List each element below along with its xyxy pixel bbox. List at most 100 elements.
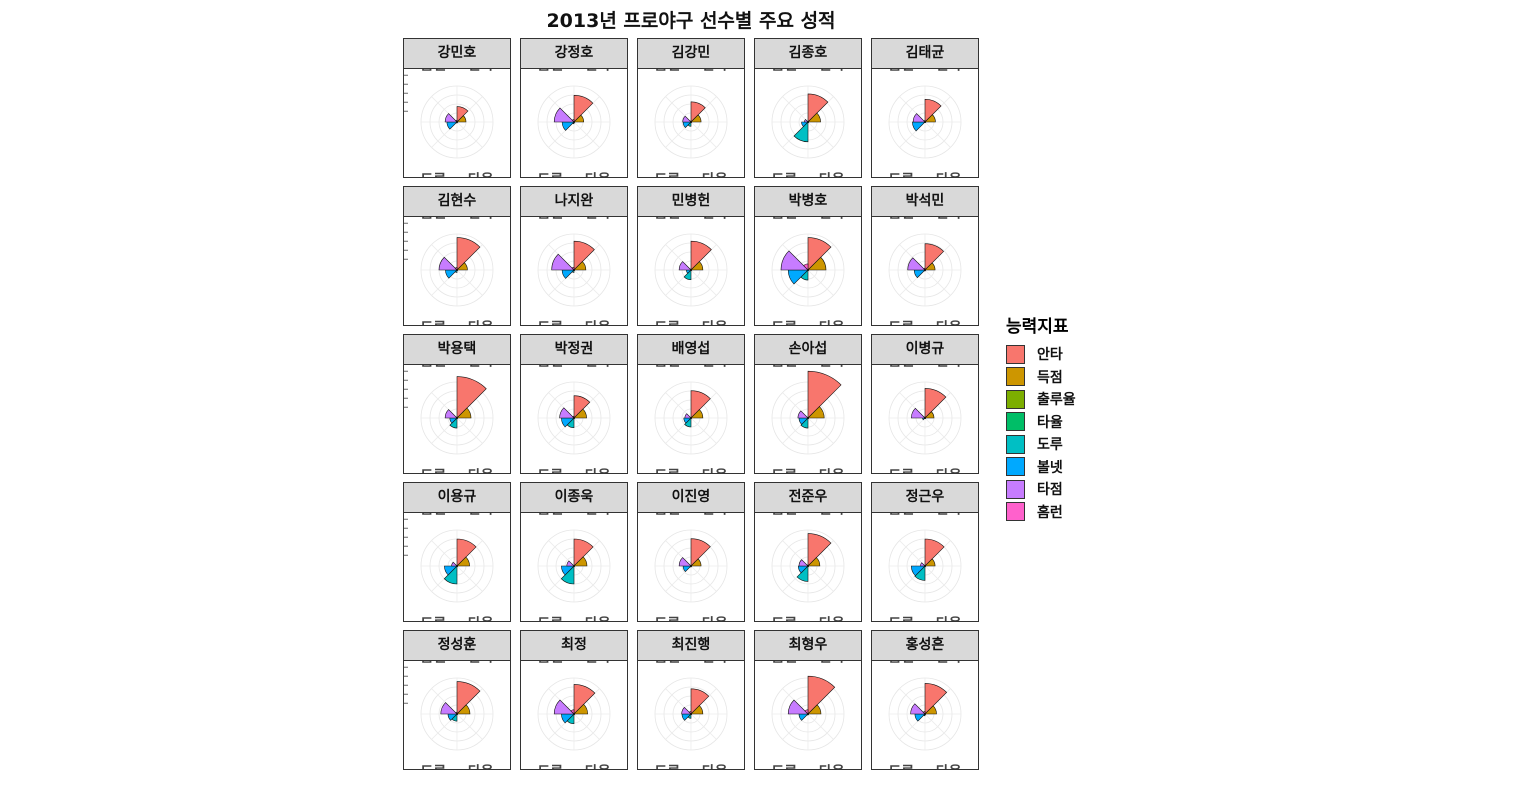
facet-panel: 이종욱안타특점출루율타율도루볼넷타점홈런 — [520, 482, 628, 622]
chart-title: 2013년 프로야구 선수별 주요 성적 — [546, 10, 836, 32]
legend-swatch — [1006, 367, 1025, 387]
gridline-spoke — [924, 713, 951, 740]
legend-swatch — [1006, 457, 1025, 477]
bar-득점 — [807, 704, 822, 715]
bar-타점 — [451, 561, 458, 567]
axis-label: 타율 — [936, 615, 962, 621]
facet-strip-label: 이용규 — [404, 483, 510, 513]
bar-득점 — [690, 114, 702, 123]
axis-label: 타율 — [585, 467, 611, 473]
bar-홈런 — [455, 416, 458, 419]
legend-label: 도루 — [1037, 437, 1063, 454]
facet-strip-label: 나지완 — [521, 187, 627, 217]
facet-panel: 정성훈안타특점출루율타율도루볼넷타점홈런 — [403, 630, 511, 770]
bar-타점 — [438, 256, 458, 271]
bar-도루 — [914, 565, 926, 581]
facet-strip-label: 최형우 — [755, 631, 861, 661]
axis-label: 타율 — [936, 763, 962, 769]
bar-홈런 — [804, 709, 809, 715]
polar-plot: 안타특점출루율타율도루볼넷타점홈런 — [888, 661, 962, 769]
facet-panel: 최진행안타특점출루율타율도루볼넷타점홈런 — [637, 630, 745, 770]
polar-plot: 안타특점출루율타율도루볼넷타점홈런 — [654, 69, 727, 177]
bar-안타 — [924, 99, 942, 123]
bar-득점 — [807, 406, 825, 419]
facet-strip-label: 최정 — [521, 631, 627, 661]
bar-안타 — [690, 688, 710, 715]
facet-strip-label: 홍성흔 — [872, 631, 978, 661]
gridline-spoke — [573, 269, 600, 296]
bar-홈런 — [923, 416, 926, 419]
polar-plot: 안타특점출루율타율도루볼넷타점홈런 — [404, 513, 494, 621]
axis-label: 홈런 — [654, 69, 680, 74]
bar-타점 — [684, 413, 692, 419]
polar-plot: 안타특점출루율타율도루볼넷타점홈런 — [404, 365, 494, 473]
legend-item: 도루 — [1006, 433, 1076, 456]
axis-label: 홈런 — [888, 513, 914, 518]
polar-plot: 안타특점출루율타율도루볼넷타점홈런 — [404, 69, 494, 177]
bar-타점 — [678, 557, 692, 567]
axis-label: 타율 — [702, 763, 728, 769]
legend-item: 득점 — [1006, 366, 1076, 389]
bar-득점 — [456, 704, 471, 715]
gridline-spoke — [924, 269, 951, 296]
facet-panel: 박병호안타특점출루율타율도루볼넷타점홈런 — [754, 186, 862, 326]
axis-label: 홈런 — [420, 69, 446, 74]
bar-안타 — [573, 538, 594, 567]
facet-panel: 민병헌안타특점출루율타율도루볼넷타점홈런 — [637, 186, 745, 326]
bar-타점 — [920, 562, 926, 567]
axis-label: 안타 — [468, 661, 494, 666]
gridline-spoke — [807, 269, 834, 296]
axis-label: 도루 — [888, 764, 914, 769]
gridline-spoke — [924, 121, 951, 148]
axis-label: 도루 — [537, 320, 563, 325]
facet-strip-label: 손아섭 — [755, 335, 861, 365]
axis-label: 안타 — [936, 69, 962, 74]
axis-label: 타율 — [936, 319, 962, 325]
bar-볼넷 — [444, 565, 458, 576]
bar-안타 — [807, 370, 842, 419]
polar-plot: 안타특점출루율타율도루볼넷타점홈런 — [771, 69, 844, 177]
polar-plot: 안타특점출루율타율도루볼넷타점홈런 — [771, 217, 844, 325]
polar-plot: 안타특점출루율타율도루볼넷타점홈런 — [771, 661, 844, 769]
legend-item: 안타 — [1006, 343, 1076, 366]
axis-label: 홈런 — [654, 513, 680, 518]
axis-label: 타율 — [936, 171, 962, 177]
axis-label: 도루 — [654, 172, 680, 177]
bar-득점 — [456, 556, 470, 567]
legend: 능력지표 안타 득점 출루율 타율 도루 볼넷 타점 홈런 — [1006, 312, 1076, 523]
axis-label: 도루 — [537, 468, 563, 473]
bar-득점 — [690, 409, 704, 419]
bar-득점 — [456, 115, 467, 123]
bar-볼넷 — [801, 121, 809, 128]
axis-label: 도루 — [888, 616, 914, 621]
gridline-spoke — [456, 121, 483, 148]
facet-strip-label: 박석민 — [872, 187, 978, 217]
facet-strip-label: 최진행 — [638, 631, 744, 661]
axis-label: 홈런 — [771, 513, 797, 518]
bar-타점 — [797, 410, 809, 419]
legend-item: 볼넷 — [1006, 456, 1076, 479]
axis-label: 홈런 — [537, 661, 563, 666]
bar-홈런 — [570, 709, 575, 715]
axis-label: 도루 — [654, 764, 680, 769]
gridline-spoke — [573, 121, 600, 148]
axis-label: 안타 — [702, 513, 728, 518]
bar-득점 — [573, 703, 588, 715]
axis-label: 타율 — [468, 319, 494, 325]
facet-panel: 박정권안타특점출루율타율도루볼넷타점홈런 — [520, 334, 628, 474]
axis-label: 안타 — [468, 69, 494, 74]
bar-도루 — [684, 417, 692, 428]
polar-plot: 안타특점출루율타율도루볼넷타점홈런 — [888, 513, 962, 621]
legend-swatch — [1006, 389, 1025, 409]
axis-label: 타율 — [585, 319, 611, 325]
gridline-spoke — [899, 540, 926, 567]
bar-안타 — [456, 106, 469, 123]
facet-strip-label: 김태균 — [872, 39, 978, 69]
facet-panel: 김태균안타특점출루율타율도루볼넷타점홈런 — [871, 38, 979, 178]
bar-홈런 — [923, 267, 926, 271]
gridline-spoke — [690, 269, 717, 296]
gridline-spoke — [573, 713, 600, 740]
facet-strip-label: 박병호 — [755, 187, 861, 217]
bar-안타 — [924, 243, 945, 271]
axis-label: 안타 — [585, 513, 611, 518]
